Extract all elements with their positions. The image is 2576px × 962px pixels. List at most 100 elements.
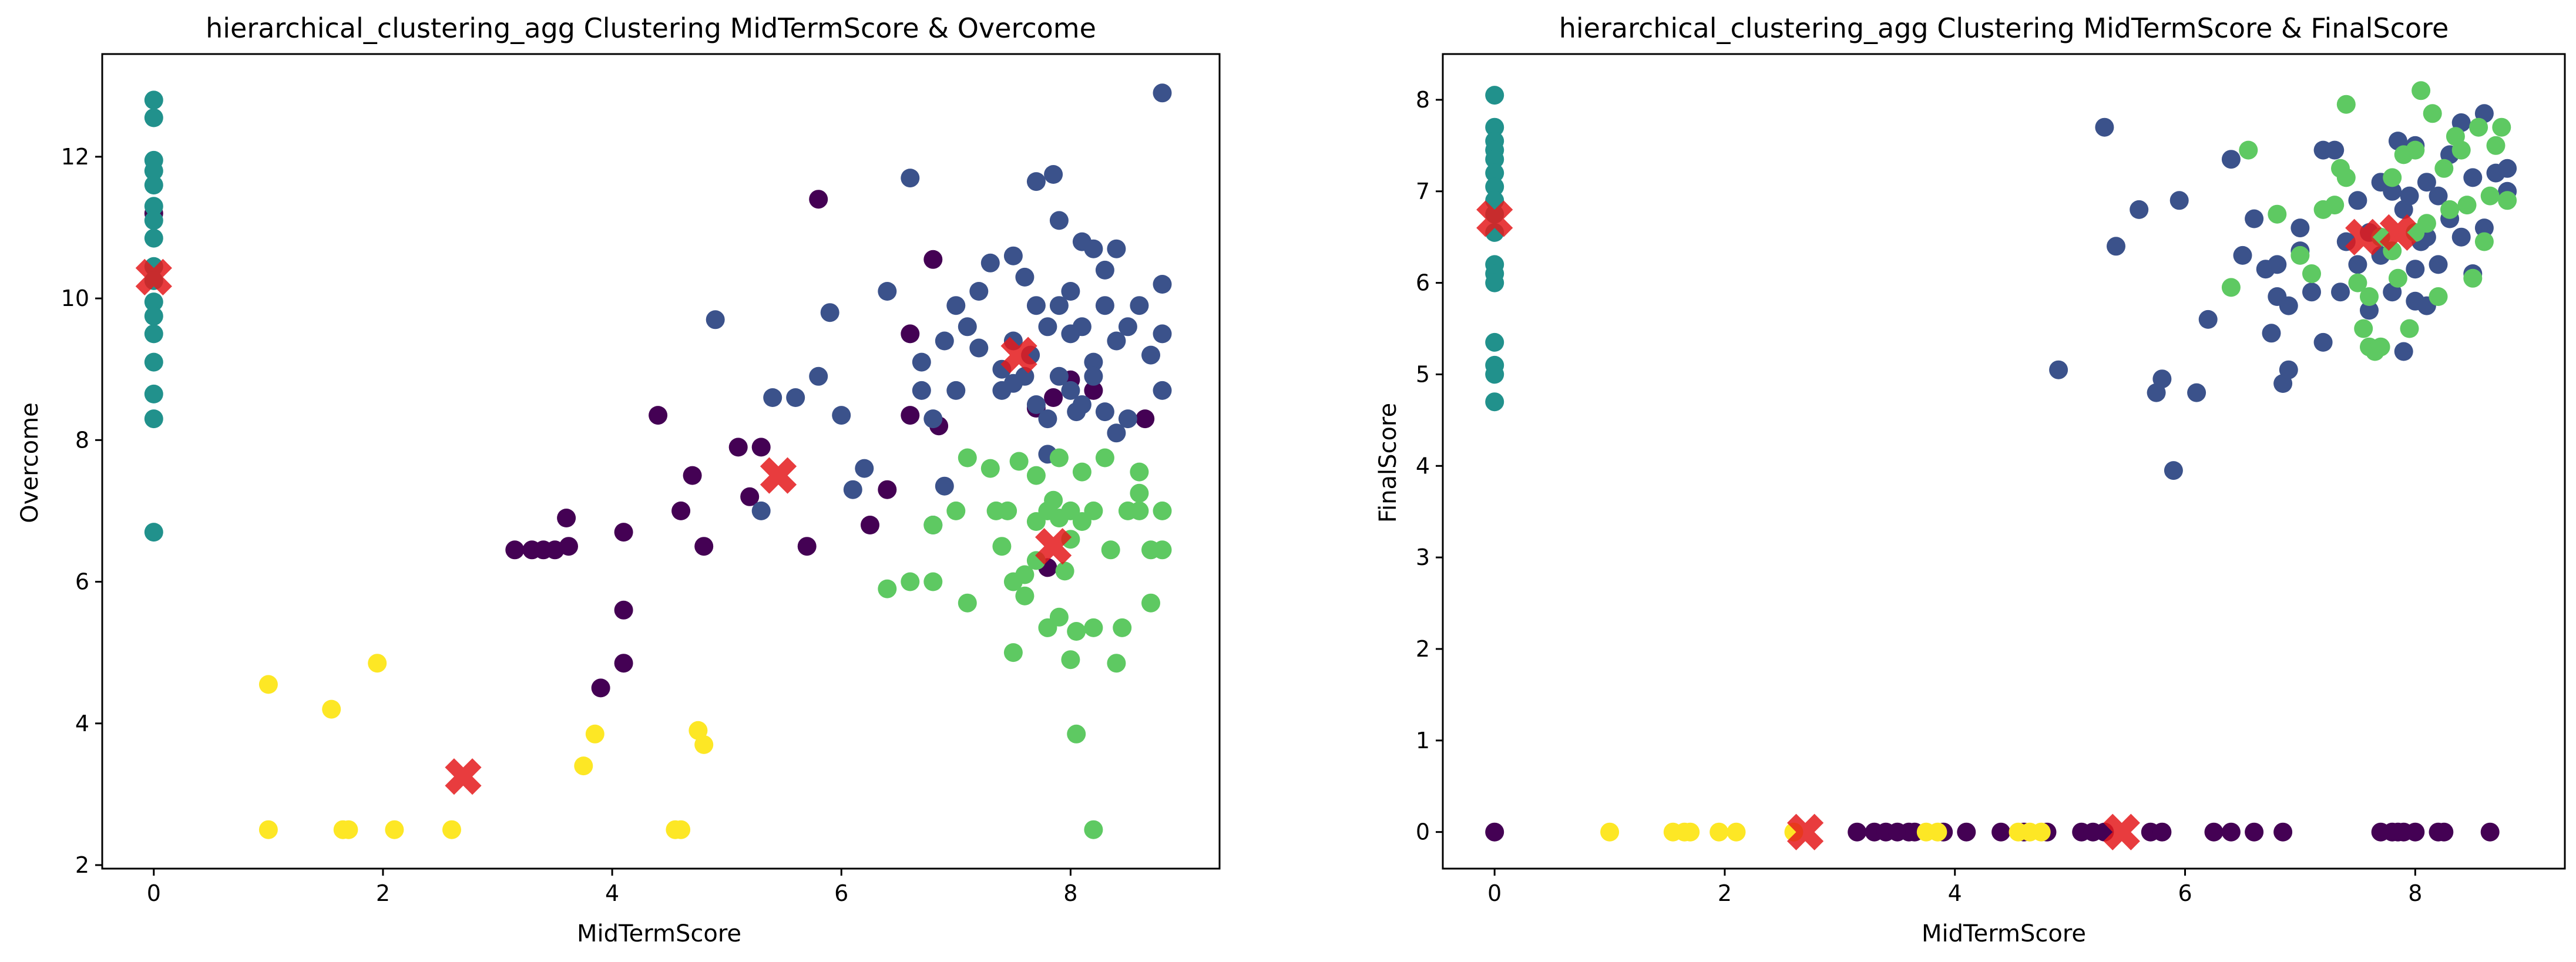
data-point-cluster-2 [144, 384, 163, 403]
data-point-cluster-1 [2049, 360, 2068, 379]
centroid-marker [1476, 200, 1513, 237]
data-point-cluster-3 [901, 572, 920, 591]
data-point-cluster-0 [505, 540, 525, 560]
data-point-cluster-3 [2221, 278, 2241, 297]
data-point-cluster-3 [998, 501, 1017, 520]
data-point-cluster-1 [751, 501, 771, 520]
data-point-cluster-0 [2221, 822, 2241, 842]
data-point-cluster-4 [258, 820, 278, 839]
data-point-cluster-3 [946, 501, 966, 520]
data-point-cluster-1 [1153, 83, 1172, 103]
data-point-cluster-1 [2279, 296, 2298, 315]
y-tick-label: 10 [61, 285, 89, 311]
data-point-cluster-4 [385, 820, 404, 839]
centroid-marker [2379, 214, 2417, 251]
data-point-cluster-0 [2204, 822, 2224, 842]
data-point-cluster-1 [2245, 209, 2264, 228]
data-point-cluster-1 [1049, 211, 1069, 230]
data-point-cluster-4 [2031, 822, 2051, 842]
data-point-cluster-1 [1026, 296, 1046, 315]
data-point-cluster-2 [144, 307, 163, 326]
y-tick-label: 4 [75, 711, 89, 736]
data-point-cluster-3 [1130, 501, 1149, 520]
data-point-cluster-1 [1003, 246, 1023, 265]
y-tick-label: 8 [75, 427, 89, 453]
data-point-cluster-1 [2417, 173, 2436, 192]
data-point-cluster-0 [559, 537, 578, 556]
data-point-cluster-3 [2290, 245, 2310, 265]
data-point-cluster-0 [591, 678, 610, 698]
data-point-cluster-0 [901, 406, 920, 425]
x-tick-label: 6 [2178, 880, 2192, 906]
data-point-cluster-0 [671, 501, 691, 520]
data-point-cluster-1 [2262, 324, 2281, 343]
data-point-cluster-0 [923, 250, 943, 269]
data-point-cluster-0 [861, 516, 879, 534]
data-point-cluster-1 [1026, 395, 1046, 414]
plot-frame [101, 53, 1221, 870]
data-point-cluster-1 [1141, 345, 1160, 365]
y-tick-label: 3 [1416, 544, 1430, 570]
data-point-cluster-1 [2331, 282, 2350, 302]
data-point-cluster-3 [1130, 483, 1149, 503]
data-point-cluster-0 [728, 438, 748, 457]
data-point-cluster-3 [2239, 140, 2258, 160]
data-point-cluster-1 [1107, 423, 1126, 443]
data-point-cluster-0 [740, 487, 760, 506]
chart-title: hierarchical_clustering_agg Clustering M… [206, 12, 1096, 44]
data-point-cluster-1 [786, 388, 805, 407]
data-point-cluster-0 [797, 537, 817, 556]
data-point-cluster-1 [1061, 282, 1080, 301]
y-tick-label: 2 [75, 852, 89, 878]
data-point-cluster-0 [614, 523, 633, 542]
data-point-cluster-2 [144, 228, 163, 248]
data-point-cluster-1 [809, 366, 828, 386]
data-point-cluster-1 [969, 338, 989, 358]
data-point-cluster-1 [2383, 181, 2402, 201]
centroid-marker [135, 258, 172, 296]
data-point-cluster-1 [1049, 366, 1069, 386]
data-point-cluster-4 [339, 820, 358, 839]
data-point-cluster-2 [1485, 273, 1504, 292]
data-point-cluster-2 [144, 409, 163, 429]
data-point-cluster-3 [2383, 168, 2402, 187]
data-point-cluster-3 [1095, 448, 1114, 467]
data-point-cluster-1 [1095, 402, 1114, 422]
data-point-cluster-1 [1130, 296, 1149, 315]
data-point-cluster-1 [2130, 200, 2149, 219]
data-point-cluster-2 [1485, 177, 1504, 196]
data-point-cluster-2 [144, 108, 163, 127]
data-point-cluster-1 [2400, 186, 2419, 206]
data-point-cluster-1 [1084, 366, 1103, 386]
data-point-cluster-1 [1038, 317, 1057, 337]
data-point-cluster-1 [958, 317, 977, 337]
centroid-marker [2103, 813, 2140, 850]
data-point-cluster-0 [2406, 822, 2425, 842]
data-point-cluster-2 [1485, 117, 1504, 137]
data-point-cluster-1 [946, 381, 966, 400]
data-point-cluster-1 [901, 169, 920, 188]
data-point-cluster-1 [912, 352, 931, 372]
data-point-cluster-4 [585, 724, 604, 744]
x-tick-label: 4 [1948, 880, 1962, 906]
data-point-cluster-0 [1991, 822, 2011, 842]
data-point-cluster-1 [1026, 172, 1046, 191]
data-point-cluster-1 [2279, 360, 2298, 379]
data-point-cluster-2 [144, 352, 163, 372]
centroid-marker [2345, 218, 2382, 255]
data-point-cluster-1 [2429, 255, 2448, 274]
data-point-cluster-0 [2273, 822, 2293, 842]
data-point-cluster-3 [1044, 490, 1063, 510]
x-tick-label: 8 [2408, 880, 2422, 906]
data-point-cluster-3 [1084, 618, 1103, 637]
data-point-cluster-0 [1957, 822, 1976, 842]
data-point-cluster-3 [958, 448, 977, 467]
data-point-cluster-0 [901, 324, 920, 344]
data-point-cluster-0 [878, 480, 897, 499]
data-point-cluster-4 [368, 654, 387, 673]
data-point-cluster-3 [992, 537, 1012, 556]
data-point-cluster-4 [258, 675, 278, 694]
data-point-cluster-3 [2434, 159, 2454, 178]
data-point-cluster-2 [144, 292, 163, 312]
data-point-cluster-3 [1084, 820, 1103, 839]
